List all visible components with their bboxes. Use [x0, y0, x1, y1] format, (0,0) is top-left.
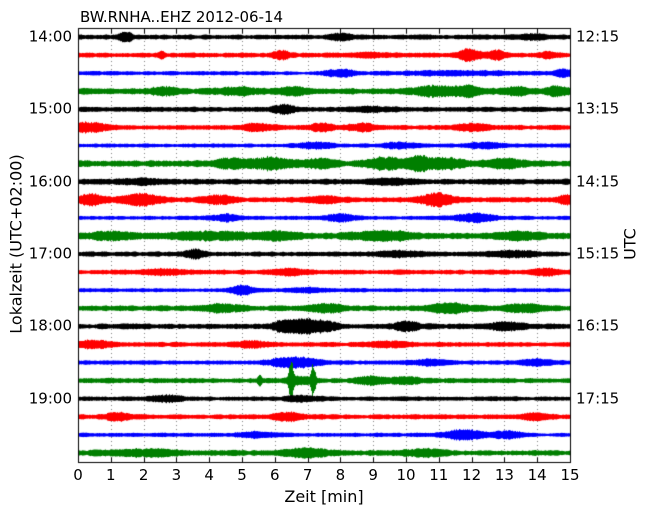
y-tick-label-left: 14:00 [28, 27, 72, 46]
x-axis-label: Zeit [min] [284, 487, 364, 506]
y-tick-label-left: 17:00 [28, 244, 72, 263]
x-tick-label: 5 [237, 466, 247, 484]
x-tick-label: 10 [396, 466, 416, 484]
y-tick-label-right: 12:15 [576, 27, 620, 46]
y-tick-label-right: 13:15 [576, 99, 620, 118]
x-tick-label: 14 [527, 466, 547, 484]
y-tick-label-right: 16:15 [576, 316, 620, 335]
x-tick-label: 2 [138, 466, 149, 484]
y-tick-label-right: 17:15 [576, 389, 620, 408]
x-tick-label: 9 [368, 466, 378, 484]
x-tick-label: 4 [204, 466, 214, 484]
y-tick-label-right: 14:15 [576, 172, 620, 191]
y-tick-label-left: 19:00 [28, 389, 72, 408]
x-tick-label: 11 [429, 466, 449, 484]
y-tick-label-right: 15:15 [576, 244, 620, 263]
y-tick-label-left: 16:00 [28, 172, 72, 191]
y-tick-label-left: 18:00 [28, 316, 72, 335]
y-axis-label-right: UTC [620, 228, 640, 260]
y-tick-label-left: 15:00 [28, 99, 72, 118]
x-tick-label: 13 [494, 466, 514, 484]
x-tick-label: 6 [270, 466, 280, 484]
x-tick-label: 8 [335, 466, 346, 484]
x-tick-label: 1 [106, 466, 116, 484]
plot-title: BW.RNHA..EHZ 2012-06-14 [80, 8, 284, 26]
x-tick-label: 7 [302, 466, 313, 484]
x-tick-label: 0 [73, 466, 83, 484]
x-tick-label: 12 [462, 466, 482, 484]
x-tick-label: 3 [171, 466, 182, 484]
x-tick-label: 15 [560, 466, 580, 484]
